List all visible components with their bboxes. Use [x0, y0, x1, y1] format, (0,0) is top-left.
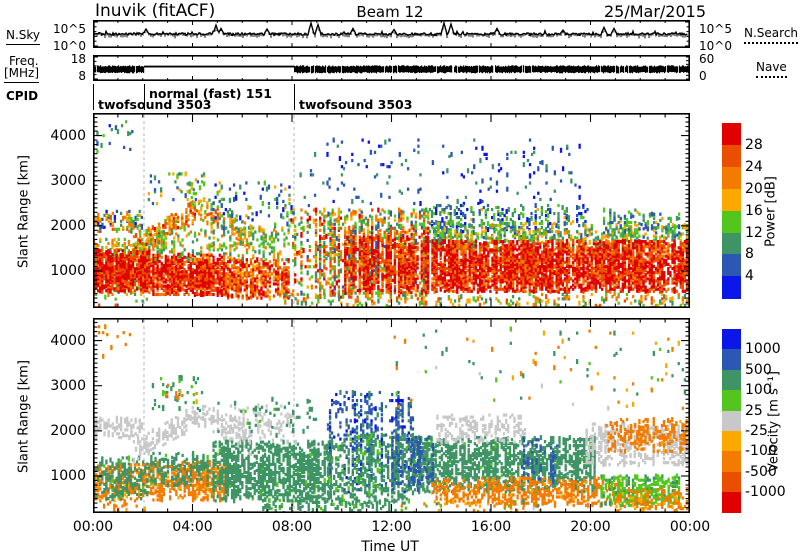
- velocity-range-axis-title: Slant Range [km]: [16, 360, 32, 473]
- time-tick-label: 08:00: [271, 519, 313, 535]
- power-panel: [93, 113, 690, 308]
- nsky-left-tick-top: 10^5: [53, 22, 86, 36]
- power-colorbar-tick-label: 12: [745, 224, 763, 241]
- nsearch-axis-label: N.Search: [744, 27, 799, 44]
- page-title: Inuvik (fitACF): [95, 1, 216, 21]
- power-colorbar-segment: [722, 123, 741, 146]
- time-tick-label: 12:00: [371, 519, 412, 535]
- power-colorbar-tick-label: 4: [745, 268, 754, 285]
- freq-axis-label-line2: [MHz]: [4, 67, 40, 83]
- nave-right-tick-top: 60: [699, 52, 715, 66]
- nsky-right-tick-bottom: 10^0: [699, 39, 732, 53]
- power-colorbar-tick-label: 24: [745, 158, 763, 175]
- nave-axis-label: Nave: [756, 61, 787, 78]
- power-colorbar-tick-label: 20: [745, 180, 763, 197]
- time-tick-label: 16:00: [470, 519, 512, 535]
- power-range-axis-title: Slant Range [km]: [16, 155, 32, 268]
- power-range-tick-label: 2000: [50, 217, 86, 234]
- cpid-segment-label: twofsound 3503: [298, 97, 413, 112]
- beam-label: Beam 12: [356, 3, 424, 21]
- freq-legend-line: [MHz]: [4, 67, 40, 83]
- time-axis-title: Time UT: [361, 539, 419, 554]
- freq-left-tick-top: 18: [70, 52, 86, 66]
- cpid-boundary-tick: [293, 84, 296, 110]
- velocity-colorbar-tick-label: 25: [745, 402, 763, 419]
- time-tick-label: 20:00: [570, 519, 611, 535]
- nsky-legend-line: N.Sky: [6, 29, 41, 45]
- velocity-range-tick-label: 4000: [50, 332, 86, 349]
- power-colorbar-tick-label: 8: [745, 246, 754, 263]
- time-tick-label: 00:00: [669, 519, 711, 535]
- power-colorbar-segment: [722, 144, 741, 168]
- power-range-tick-label: 4000: [50, 127, 86, 144]
- velocity-colorbar-tick-label: -500: [745, 463, 777, 480]
- nave-right-tick-bottom: 0: [699, 69, 707, 83]
- velocity-colorbar-segment: [722, 349, 741, 371]
- velocity-colorbar-tick-label: 100: [745, 382, 772, 399]
- time-tick-label: 04:00: [172, 519, 213, 535]
- velocity-colorbar-segment: [722, 492, 741, 514]
- nsearch-legend-line: N.Search: [744, 27, 799, 44]
- power-colorbar-tick-label: 16: [745, 202, 763, 219]
- velocity-colorbar-segment: [722, 390, 741, 412]
- freq-plot: [93, 55, 690, 81]
- velocity-colorbar-segment: [722, 431, 741, 452]
- cpid-segment-label: twofsound 3503: [98, 97, 212, 112]
- cpid-axis-label: CPID: [6, 89, 39, 103]
- velocity-colorbar-tick-label: 1000: [745, 341, 781, 358]
- power-colorbar-tick-label: 28: [745, 136, 763, 153]
- velocity-colorbar-segment: [722, 471, 741, 493]
- velocity-range-tick-label: 1000: [50, 467, 86, 484]
- cpid-boundary-tick: [143, 84, 146, 110]
- nsky-left-tick-bottom: 10^0: [53, 39, 86, 53]
- velocity-colorbar-tick-label: -25: [745, 423, 768, 439]
- freq-axis-label-line1: Freq.: [9, 54, 39, 68]
- power-colorbar-segment: [722, 232, 741, 255]
- velocity-colorbar-tick-label: -1000: [745, 484, 786, 501]
- power-colorbar-segment: [722, 210, 741, 233]
- power-colorbar-segment: [722, 188, 741, 212]
- nave-legend-line: Nave: [756, 61, 787, 78]
- nsky-plot: [93, 20, 690, 48]
- freq-left-tick-bottom: 8: [78, 69, 86, 83]
- power-colorbar-segment: [722, 166, 741, 190]
- velocity-colorbar-segment: [722, 410, 741, 432]
- date-label: 25/Mar/2015: [603, 2, 706, 21]
- velocity-range-tick-label: 3000: [50, 377, 86, 394]
- power-range-tick-label: 1000: [50, 262, 86, 279]
- power-colorbar-segment: [722, 254, 741, 277]
- time-tick-label: 00:00: [72, 519, 114, 535]
- velocity-colorbar-segment: [722, 329, 741, 350]
- velocity-colorbar-segment: [722, 369, 741, 391]
- velocity-colorbar-tick-label: -100: [745, 443, 777, 460]
- power-colorbar-segment: [722, 276, 741, 299]
- velocity-range-tick-label: 2000: [50, 422, 86, 439]
- nsky-right-tick-top: 10^5: [699, 22, 732, 36]
- cpid-boundary-tick: [93, 84, 95, 110]
- nsky-axis-label: N.Sky: [6, 29, 41, 45]
- velocity-panel: [93, 318, 690, 513]
- cpid-segment-label: normal (fast) 151: [148, 86, 272, 101]
- power-range-tick-label: 3000: [50, 172, 86, 189]
- velocity-colorbar-segment: [722, 451, 741, 473]
- velocity-colorbar-tick-label: 500: [745, 361, 772, 378]
